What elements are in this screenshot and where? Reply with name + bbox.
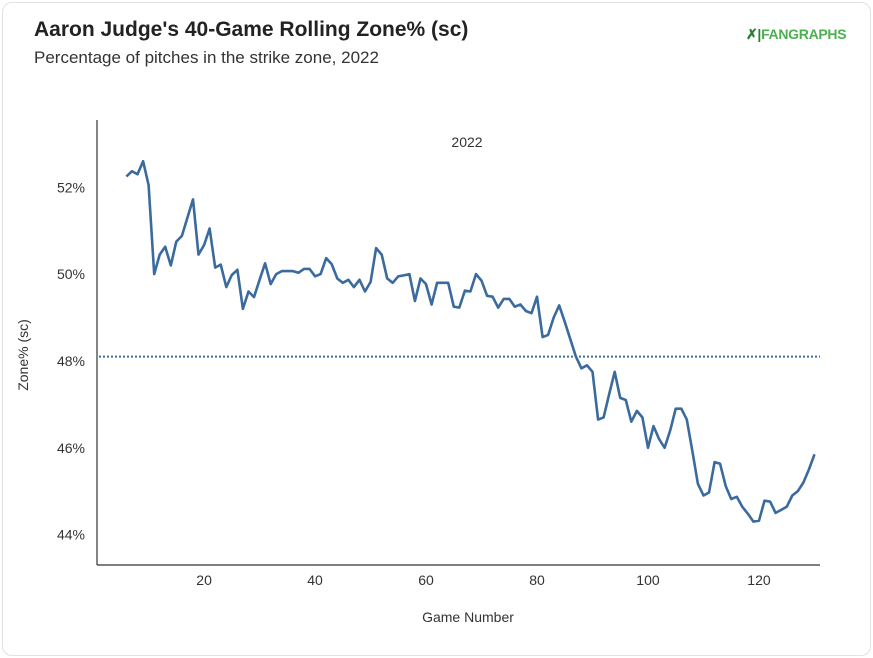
x-tick-label: 60 — [418, 572, 434, 588]
x-tick-label: 20 — [196, 572, 212, 588]
y-tick-label: 48% — [57, 353, 85, 369]
chart-title: Aaron Judge's 40-Game Rolling Zone% (sc) — [34, 18, 469, 41]
batter-icon: ✗| — [746, 26, 762, 42]
x-tick-label: 120 — [747, 572, 771, 588]
chart-subtitle: Percentage of pitches in the strike zone… — [34, 48, 379, 67]
y-tick-label: 50% — [57, 266, 85, 282]
x-tick-label: 40 — [307, 572, 323, 588]
series-line — [125, 159, 816, 523]
year-annotation: 2022 — [451, 134, 482, 150]
y-tick-label: 44% — [57, 527, 85, 543]
y-tick-label: 46% — [57, 440, 85, 456]
y-tick-label: 52% — [57, 179, 85, 195]
y-axis-label: Zone% (sc) — [15, 319, 31, 391]
fangraphs-logo: ✗|FANGRAPHS — [746, 26, 847, 42]
x-axis-label: Game Number — [422, 609, 514, 625]
x-tick-label: 80 — [529, 572, 545, 588]
x-tick-label: 100 — [636, 572, 660, 588]
